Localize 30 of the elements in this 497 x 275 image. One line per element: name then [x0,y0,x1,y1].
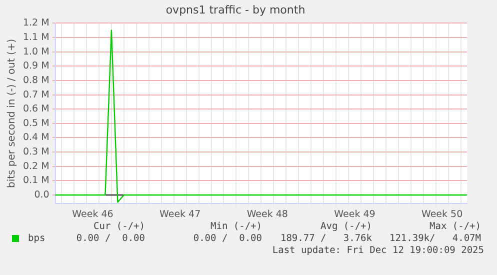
x-tick-label: Week 50 [421,208,463,220]
y-tick-label: 1.1 M [22,32,50,43]
x-tick-label: Week 47 [160,208,201,220]
text: 189.77 / 3.76k [280,233,372,244]
y-tick-label: 0.6 M [22,104,50,115]
text: 121.39k/ 4.07M [389,233,481,244]
y-tick-label: 0.5 M [22,118,50,129]
y-tick-label: 0.4 M [22,132,50,144]
y-tick-label: 0.1 M [22,175,50,186]
y-tick-label: 0.9 M [22,60,50,72]
x-tick-label: Week 48 [246,208,288,220]
y-tick-label: 0.8 M [22,74,50,86]
x-tick-label: Week 49 [334,208,376,220]
text: Last update: Fri Dec 12 19:00:09 2025 [272,245,484,256]
y-tick-label: 0.2 M [22,160,50,172]
text: Cur (-/+) [94,221,145,232]
y-tick-label: 1.2 M [22,18,50,29]
y-tick-label: 0.7 M [22,89,50,100]
legend-label: bps [28,233,46,244]
text: 0.00 / 0.00 [193,233,262,244]
y-tick-label: 0.3 M [22,146,50,158]
x-tick-label: Week 46 [72,208,114,220]
text: 0.00 / 0.00 [76,233,145,244]
text: Min (-/+) [210,221,262,232]
y-tick-label: 0.0 [34,189,50,200]
text: Max (-/+) [430,221,481,232]
text: Avg (-/+) [320,221,372,232]
y-tick-label: 1.0 M [22,46,50,58]
y-axis-title: bits per second in (-) / out (+) [6,38,18,188]
chart-title: ovpns1 traffic - by month [166,3,306,16]
